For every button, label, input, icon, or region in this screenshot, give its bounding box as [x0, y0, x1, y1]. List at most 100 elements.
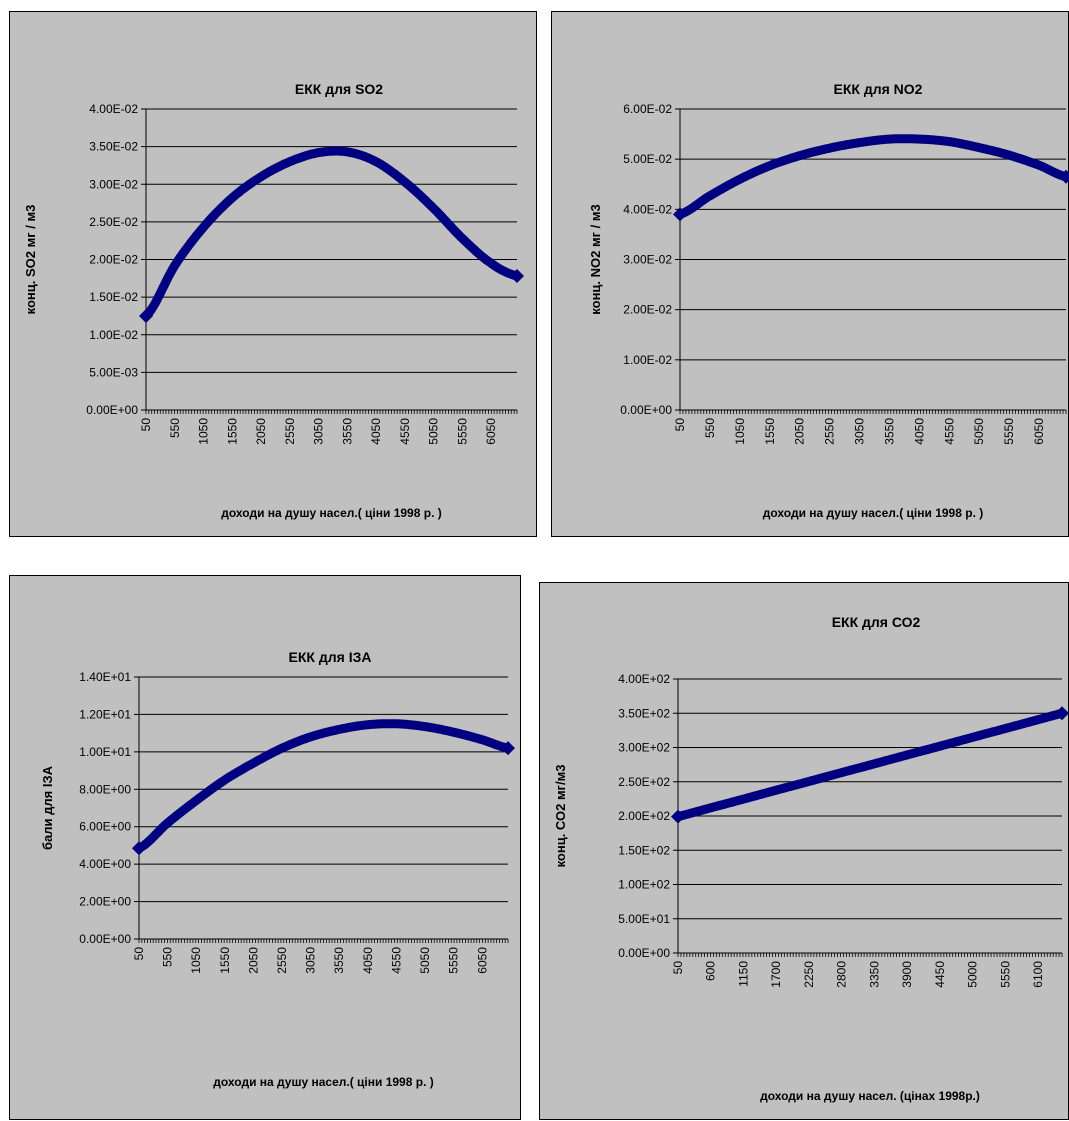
x-tick-label: 3050: [304, 947, 318, 974]
x-tick-label: 4550: [398, 418, 412, 445]
x-tick-label: 2050: [254, 418, 268, 445]
x-tick-label: 2050: [246, 947, 260, 974]
y-tick-label: 1.40E+01: [79, 670, 131, 684]
x-tick-label: 600: [704, 961, 718, 981]
y-tick-label: 6.00E+00: [79, 820, 131, 834]
y-axis-label: бали для ІЗА: [40, 765, 55, 850]
series-marker: [1059, 169, 1069, 184]
y-tick-label: 4.00E+02: [618, 672, 670, 686]
y-tick-label: 3.50E-02: [89, 140, 138, 154]
y-tick-label: 1.00E-02: [89, 328, 138, 342]
x-tick-label: 4050: [361, 947, 375, 974]
chart-title: ЕКК для СО2: [832, 614, 921, 630]
x-tick-label: 3050: [312, 418, 326, 445]
x-tick-label: 5050: [427, 418, 441, 445]
x-tick-label: 550: [703, 418, 717, 438]
x-tick-label: 5550: [1002, 418, 1016, 445]
y-tick-label: 6.00E-02: [623, 102, 672, 116]
x-tick-label: 6050: [484, 418, 498, 445]
y-tick-label: 0.00E+00: [620, 403, 672, 417]
x-tick-label: 1550: [225, 418, 239, 445]
series-marker: [671, 809, 685, 824]
x-tick-label: 550: [168, 418, 182, 438]
x-tick-label: 4450: [933, 961, 947, 988]
series-line: [675, 708, 1065, 822]
x-tick-label: 3550: [332, 947, 346, 974]
y-tick-label: 2.00E+02: [618, 809, 670, 823]
y-tick-label: 2.00E-02: [623, 303, 672, 317]
x-tick-label: 2550: [823, 418, 837, 445]
x-tick-label: 50: [139, 418, 153, 432]
x-tick-label: 1150: [736, 961, 750, 987]
x-tick-label: 6100: [1031, 961, 1045, 988]
chart-no2: 0.00E+00 1.00E-02 2.00E-02 3.00E-02 4.00E-02…: [588, 81, 1069, 520]
y-tick-label: 0.00E+00: [79, 932, 131, 946]
y-axis-label: конц. СО2 мг/м3: [553, 765, 568, 868]
x-axis-label: доходи на душу насел.( ціни 1998 р. ): [763, 506, 983, 520]
series-line: [142, 146, 521, 320]
x-tick-label: 1050: [733, 418, 747, 445]
x-tick-label: 4550: [942, 418, 956, 445]
x-tick-label: 1050: [197, 418, 211, 445]
chart-co2: 0.00E+00 5.00E+01 1.00E+02 1.50E+02 2.00E+02…: [553, 614, 1069, 1103]
x-axis-label: доходи на душу насел.( ціни 1998 р. ): [221, 506, 441, 520]
x-tick-label: 5550: [455, 418, 469, 445]
x-tick-label: 5550: [998, 961, 1012, 988]
x-tick-label: 3900: [900, 961, 914, 988]
series-marker: [1055, 706, 1069, 721]
x-tick-label: 50: [671, 961, 685, 975]
x-tick-label: 6050: [475, 947, 489, 974]
x-tick-label: 2800: [835, 961, 849, 988]
x-tick-label: 3550: [882, 418, 896, 445]
chart-so2: 0.00E+00 5.00E-03 1.00E-02 1.50E-02 2.00E-02…: [23, 81, 524, 520]
chart-title: ЕКК для SO2: [295, 81, 383, 97]
y-tick-label: 2.00E-02: [89, 253, 138, 267]
y-tick-label: 5.00E+01: [618, 912, 670, 926]
x-tick-label: 5050: [418, 947, 432, 974]
x-axis-label: доходи на душу насел. (цінах 1998р.): [760, 1089, 980, 1103]
y-axis-label: конц. NO2 мг / м3: [588, 204, 603, 314]
series-marker: [673, 207, 687, 222]
x-tick-label: 50: [673, 418, 687, 432]
series-marker: [132, 841, 146, 856]
y-tick-label: 0.00E+00: [86, 403, 138, 417]
y-axis-label: конц. SO2 мг / м3: [23, 205, 38, 315]
chart-panel-co2: 0.00E+00 5.00E+01 1.00E+02 1.50E+02 2.00E+02…: [539, 582, 1069, 1120]
y-tick-label: 1.00E+01: [79, 745, 131, 759]
x-tick-label: 4550: [389, 947, 403, 974]
y-tick-label: 1.20E+01: [79, 707, 131, 721]
y-tick-label: 8.00E+00: [79, 782, 131, 796]
x-axis-label: доходи на душу насел.( ціни 1998 р. ): [213, 1075, 433, 1089]
x-tick-label: 1700: [769, 961, 783, 988]
y-tick-label: 2.00E+00: [79, 895, 131, 909]
chart-title: ЕКК для ІЗА: [289, 649, 372, 665]
x-tick-label: 3350: [867, 961, 881, 988]
x-tick-label: 2050: [793, 418, 807, 445]
chart-title: ЕКК для NO2: [834, 81, 923, 97]
x-tick-label: 4050: [912, 418, 926, 445]
plot-area: [139, 677, 508, 939]
y-tick-label: 3.50E+02: [618, 706, 670, 720]
y-tick-label: 3.00E+02: [618, 741, 670, 755]
x-tick-label: 5050: [972, 418, 986, 445]
y-tick-label: 4.00E+00: [79, 857, 131, 871]
x-tick-label: 3550: [340, 418, 354, 445]
x-tick-label: 1550: [218, 947, 232, 974]
series-marker: [139, 308, 153, 323]
chart-panel-iza: 0.00E+00 2.00E+00 4.00E+00 6.00E+00 8.00E+00…: [9, 575, 521, 1120]
x-tick-label: 2250: [802, 961, 816, 988]
y-tick-label: 1.50E-02: [89, 290, 138, 304]
x-tick-label: 3050: [853, 418, 867, 445]
y-tick-label: 3.00E-02: [89, 177, 138, 191]
y-tick-label: 1.50E+02: [618, 843, 670, 857]
y-tick-label: 1.00E+02: [618, 878, 670, 892]
x-tick-label: 5000: [966, 961, 980, 988]
series-marker: [501, 741, 515, 756]
x-tick-label: 4050: [369, 418, 383, 445]
x-tick-label: 1050: [189, 947, 203, 974]
series-marker: [510, 269, 524, 284]
chart-panel-so2: 0.00E+00 5.00E-03 1.00E-02 1.50E-02 2.00E-02…: [9, 11, 537, 537]
x-tick-label: 50: [132, 947, 146, 961]
y-tick-label: 1.00E-02: [623, 353, 672, 367]
x-tick-label: 1550: [763, 418, 777, 445]
